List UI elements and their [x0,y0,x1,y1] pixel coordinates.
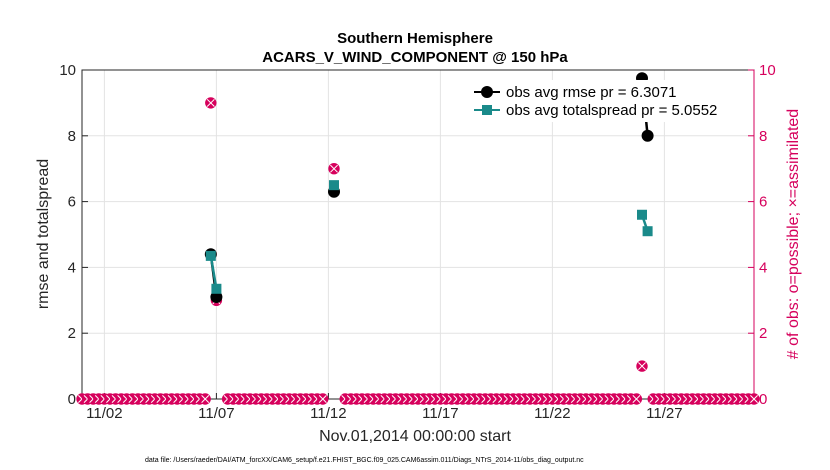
obs-assimilated-marker [638,362,646,371]
totalspread-point [329,180,339,191]
y2-axis-label: # of obs: o=possible; ×=assimilated [785,109,802,359]
y-axis-label: rmse and totalspread [35,159,52,309]
x-tick-label: 11/22 [534,405,570,422]
legend-spread-marker [482,105,492,115]
y2-tick-label: 4 [759,259,767,276]
legend: obs avg rmse pr = 6.3071 obs avg totalsp… [470,80,740,122]
grid [82,70,754,399]
left-axis: 0 2 4 6 8 10 [59,62,88,408]
y2-tick-label: 2 [759,325,767,342]
obs-assimilated-marker [750,395,758,403]
y2-tick-label: 0 [759,391,767,408]
obs-assimilated-marker [318,395,327,403]
legend-box [470,80,740,122]
y-tick-label: 10 [59,62,76,79]
totalspread-point [211,283,222,294]
y2-tick-label: 6 [759,194,767,211]
x-tick-label: 11/02 [86,405,122,422]
x-tick-label: 11/12 [310,405,346,422]
y-tick-label: 4 [68,259,76,276]
obs-marker [636,360,648,372]
x-tick-label: 11/27 [646,405,682,422]
x-tick-label: 11/17 [422,405,458,422]
totalspread-point [205,250,216,261]
rmse-point [210,291,223,304]
obs-marker [199,393,211,405]
data-file-note: data file: /Users/raeder/DAI/ATM_forcXX/… [145,457,584,464]
totalspread-point [637,209,647,220]
obs-assimilated-marker [201,395,210,403]
y-tick-label: 8 [68,128,76,145]
y-tick-label: 0 [68,391,76,408]
right-axis: 0 2 4 6 8 10 [748,62,776,408]
legend-rmse-marker [481,86,493,98]
rmse-point [641,129,654,142]
obs-marker [328,163,340,175]
obs-assimilated-marker [330,164,338,173]
obs-marker [205,97,217,109]
x-axis-label: Nov.01,2014 00:00:00 start [319,428,511,445]
legend-rmse-label: obs avg rmse pr = 6.3071 [506,84,677,101]
chart-title: Southern Hemisphere [337,30,493,47]
y-tick-label: 2 [68,325,76,342]
obs-marker [630,393,643,405]
y-tick-label: 6 [68,194,76,211]
y2-tick-label: 8 [759,128,767,145]
x-axis: 11/02 11/07 11/12 11/17 11/22 11/27 [86,393,683,422]
obs-assimilated-marker [632,395,641,403]
obs-marker [317,393,329,405]
legend-spread-label: obs avg totalspread pr = 5.0552 [506,102,717,119]
totalspread-line [209,255,218,289]
chart-subtitle: ACARS_V_WIND_COMPONENT @ 150 hPa [262,49,568,66]
y2-tick-label: 10 [759,62,776,79]
totalspread-point [642,226,653,237]
obs-count-markers [76,97,760,405]
obs-assimilated-marker [206,98,215,107]
obs-marker [748,393,760,405]
x-tick-label: 11/07 [198,405,234,422]
